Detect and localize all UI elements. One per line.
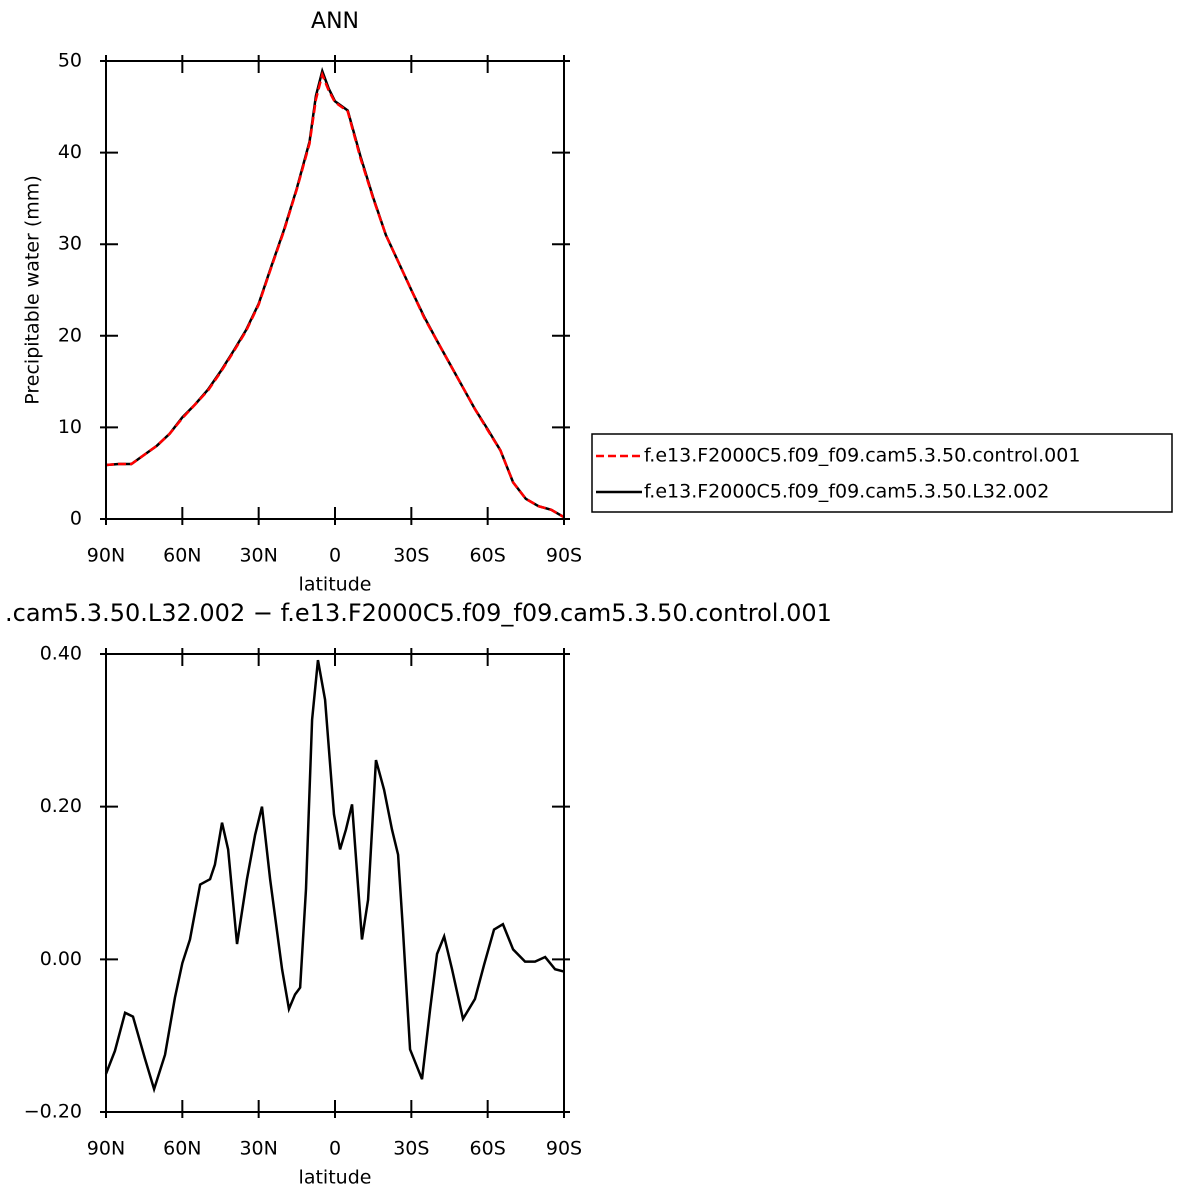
x-axis-label: latitude <box>299 574 372 596</box>
chart-title: ANN <box>311 9 359 34</box>
x-tick-label: 60N <box>163 1138 201 1160</box>
data-line <box>105 70 565 519</box>
x-tick-label: 30N <box>239 1138 277 1160</box>
legend-label: f.e13.F2000C5.f09_f09.cam5.3.50.L32.002 <box>644 481 1049 503</box>
y-tick-label: 50 <box>58 50 82 72</box>
y-tick-label: 0.00 <box>40 948 82 970</box>
x-axis-label: latitude <box>299 1167 372 1189</box>
x-tick-label: 60S <box>470 1138 506 1160</box>
x-tick-label: 60S <box>470 545 506 567</box>
legend-label: f.e13.F2000C5.f09_f09.cam5.3.50.control.… <box>644 445 1080 467</box>
y-tick-label: 10 <box>58 416 82 438</box>
x-tick-label: 90S <box>546 1138 582 1160</box>
x-tick-label: 0 <box>329 1138 341 1160</box>
x-tick-label: 30N <box>239 545 277 567</box>
y-tick-label: 0 <box>70 508 82 530</box>
x-tick-label: 90N <box>87 1138 125 1160</box>
plot-frame <box>105 653 565 1113</box>
x-tick-label: 60N <box>163 545 201 567</box>
y-tick-label: −0.20 <box>24 1101 82 1123</box>
y-tick-label: 40 <box>58 141 82 163</box>
legend-box <box>591 433 1173 513</box>
data-line <box>104 659 565 1094</box>
y-tick-label: 0.40 <box>40 643 82 665</box>
x-tick-label: 30S <box>393 545 429 567</box>
x-tick-label: 90N <box>87 545 125 567</box>
x-tick-label: 90S <box>546 545 582 567</box>
y-axis-label: Precipitable water (mm) <box>22 175 44 404</box>
y-tick-label: 30 <box>58 233 82 255</box>
data-line <box>105 66 565 519</box>
y-tick-label: 20 <box>58 324 82 346</box>
x-tick-label: 30S <box>393 1138 429 1160</box>
plot-frame <box>105 60 565 520</box>
chart-title: .cam5.3.50.L32.002 − f.e13.F2000C5.f09_f… <box>5 599 832 627</box>
y-tick-label: 0.20 <box>40 795 82 817</box>
x-tick-label: 0 <box>329 545 341 567</box>
